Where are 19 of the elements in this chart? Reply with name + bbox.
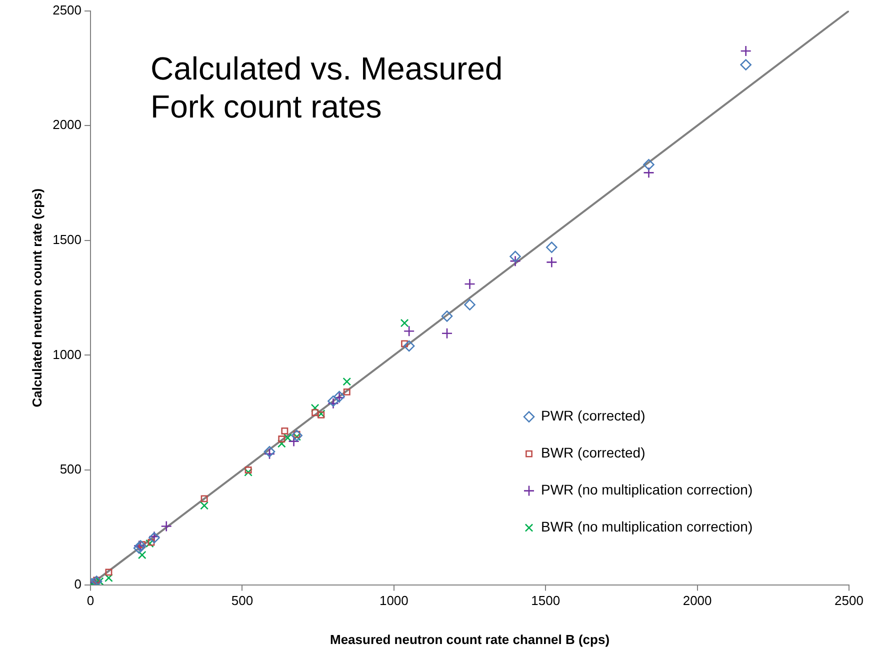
legend-label: BWR (no multiplication correction) — [541, 518, 753, 535]
x-tick-label: 2000 — [682, 593, 712, 608]
x-tick-label: 2500 — [834, 593, 864, 608]
y-tick-label: 500 — [60, 462, 82, 477]
x-tick-label: 1500 — [531, 593, 560, 608]
x-tick-label: 0 — [86, 593, 94, 608]
legend-label: PWR (corrected) — [541, 408, 646, 424]
y-tick-label: 2000 — [52, 117, 82, 132]
x-tick-label: 500 — [231, 593, 254, 608]
text: Calculated vs. Measured Fork count rates — [150, 50, 503, 125]
y-tick-label: 1500 — [52, 232, 82, 247]
y-axis-title: Calculated neutron count rate (cps) — [29, 188, 44, 408]
y-tick-label: 0 — [74, 576, 82, 592]
legend-label: BWR (corrected) — [541, 444, 646, 461]
x-axis-title: Measured neutron count rate channel B (cps) — [330, 632, 610, 647]
y-tick-label: 2500 — [52, 2, 82, 18]
y-tick-label: 1000 — [52, 346, 82, 362]
legend-label: PWR (no multiplication correction) — [541, 482, 753, 498]
x-tick-label: 1000 — [379, 593, 408, 608]
